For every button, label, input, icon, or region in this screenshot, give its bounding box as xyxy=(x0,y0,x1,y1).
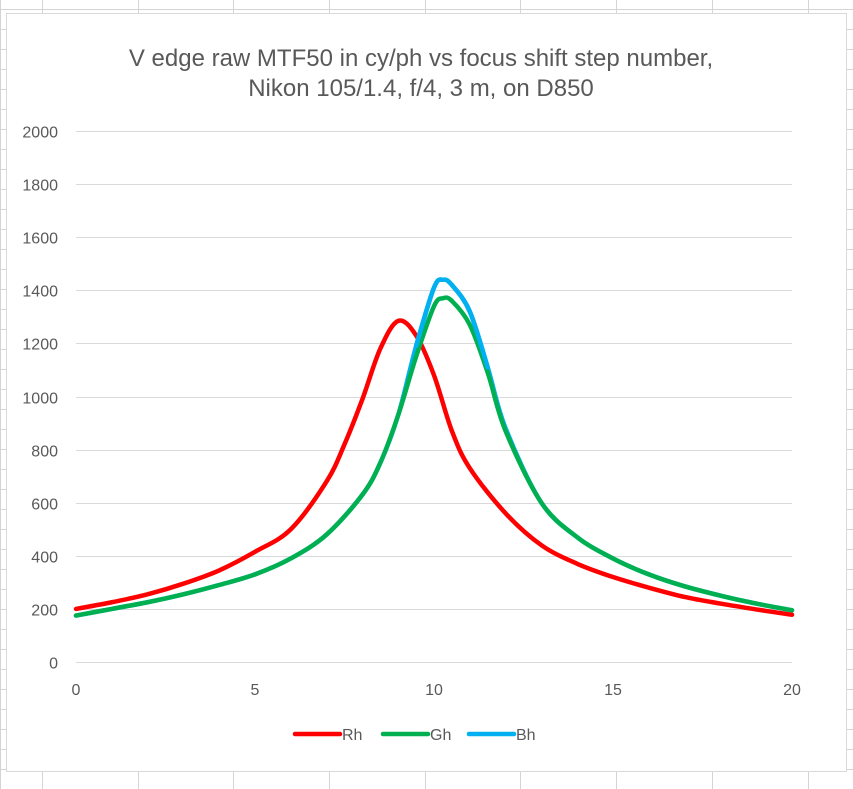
chart-title-line-2: Nikon 105/1.4, f/4, 3 m, on D850 xyxy=(248,75,594,102)
x-axis-tick-labels: 0 5 10 15 20 xyxy=(72,682,801,699)
chart-canvas: V edge raw MTF50 in cy/ph vs focus shift… xyxy=(22,45,801,744)
y-tick-label: 1600 xyxy=(22,231,58,248)
legend-label: Bh xyxy=(516,727,536,744)
legend-label: Rh xyxy=(342,727,362,744)
x-tick-label: 10 xyxy=(425,682,443,699)
y-tick-label: 400 xyxy=(31,550,58,567)
series-line-gh[interactable] xyxy=(73,295,795,618)
x-tick-label: 0 xyxy=(72,682,81,699)
x-tick-label: 5 xyxy=(251,682,260,699)
plot-series xyxy=(73,277,795,618)
chart-title: V edge raw MTF50 in cy/ph vs focus shift… xyxy=(129,45,713,102)
legend-item-rh[interactable]: Rh xyxy=(292,727,362,744)
y-gridlines xyxy=(76,131,792,663)
y-axis-tick-labels: 0 200 400 600 800 1000 1200 1400 1600 1800 2000 xyxy=(22,125,58,673)
chart-area[interactable]: V edge raw MTF50 in cy/ph vs focus shift… xyxy=(6,13,847,772)
series-line-bh-peak xyxy=(413,277,490,370)
y-tick-label: 800 xyxy=(31,444,58,461)
legend-label: Gh xyxy=(430,727,451,744)
x-tick-label: 15 xyxy=(604,682,622,699)
y-tick-label: 1800 xyxy=(22,178,58,195)
legend[interactable]: Rh Gh Bh xyxy=(292,727,536,744)
y-tick-label: 1000 xyxy=(22,391,58,408)
y-tick-label: 2000 xyxy=(22,125,58,142)
chart-title-line-1: V edge raw MTF50 in cy/ph vs focus shift… xyxy=(129,45,713,72)
y-tick-label: 0 xyxy=(49,656,58,673)
x-tick-label: 20 xyxy=(783,682,801,699)
y-tick-label: 600 xyxy=(31,497,58,514)
y-tick-label: 200 xyxy=(31,603,58,620)
y-tick-label: 1200 xyxy=(22,337,58,354)
series-line-rh[interactable] xyxy=(73,318,795,617)
legend-item-bh[interactable]: Bh xyxy=(466,727,536,744)
series-line-bh[interactable] xyxy=(73,277,795,618)
legend-item-gh[interactable]: Gh xyxy=(380,727,451,744)
y-tick-label: 1400 xyxy=(22,284,58,301)
